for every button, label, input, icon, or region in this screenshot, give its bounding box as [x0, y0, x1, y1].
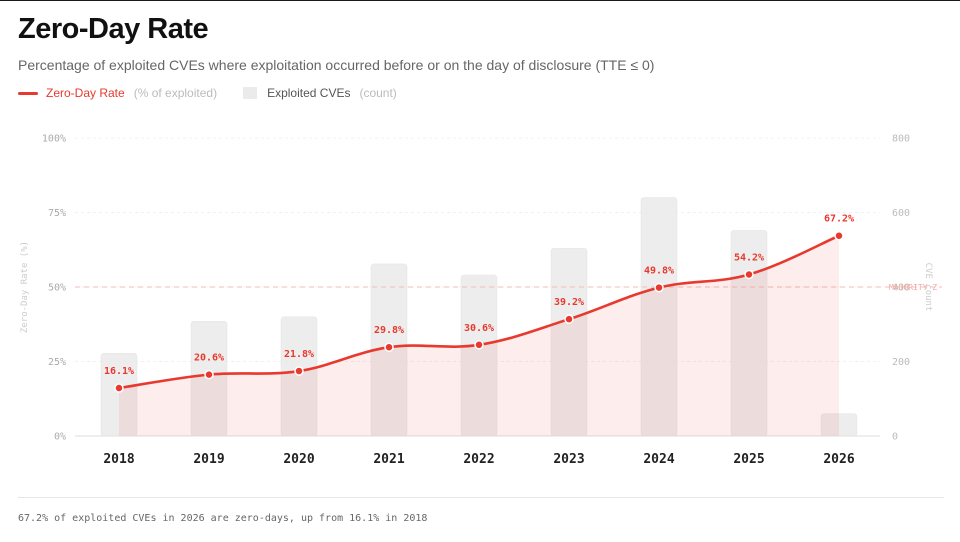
y-left-tick-label: 25% — [48, 357, 66, 368]
y-right-tick-label: 800 — [892, 134, 910, 145]
y-left-tick-label: 0% — [54, 432, 66, 443]
y-left-axis-title: Zero-Day Rate (%) — [20, 241, 30, 333]
y-left-tick-label: 75% — [48, 208, 66, 219]
footer-divider — [18, 497, 944, 498]
cve-count-bar — [820, 413, 858, 437]
x-tick-label: 2023 — [553, 452, 584, 467]
data-label: 67.2% — [824, 214, 854, 225]
legend-item-exploited-cves[interactable]: Exploited CVEs (count) — [243, 86, 397, 100]
legend-line-unit: (% of exploited) — [133, 86, 218, 100]
page-title: Zero-Day Rate — [18, 13, 209, 45]
y-left-tick-label: 50% — [48, 283, 66, 294]
chart-subtitle: Percentage of exploited CVEs where explo… — [18, 57, 655, 73]
data-label: 49.8% — [644, 266, 674, 277]
legend-bar-name: Exploited CVEs — [267, 86, 351, 100]
cve-count-bar — [550, 247, 588, 437]
zero-day-rate-point — [294, 366, 304, 376]
legend-line-name: Zero-Day Rate — [46, 86, 125, 100]
cve-count-bar — [730, 230, 768, 437]
y-right-axis-title: CVE count — [923, 263, 933, 312]
zero-day-rate-point — [384, 342, 394, 352]
y-right-tick-label: 200 — [892, 357, 910, 368]
zero-day-rate-area — [119, 235, 839, 436]
y-right-tick-label: 600 — [892, 208, 910, 219]
zero-day-rate-point — [114, 383, 124, 393]
cve-count-bar — [100, 353, 138, 437]
zero-day-rate-point — [654, 282, 664, 293]
zero-day-rate-point — [204, 369, 214, 380]
data-label: 16.1% — [104, 366, 134, 377]
zero-day-rate-point — [834, 230, 844, 241]
data-label: 20.6% — [194, 353, 224, 364]
data-label: 29.8% — [374, 325, 404, 336]
footer-note: 67.2% of exploited CVEs in 2026 are zero… — [18, 513, 428, 524]
x-tick-label: 2019 — [193, 452, 224, 467]
data-label: 21.8% — [284, 349, 314, 360]
cve-count-bar — [460, 274, 498, 437]
cve-count-bar — [640, 197, 678, 437]
data-label: 54.2% — [734, 252, 764, 263]
x-tick-label: 2020 — [283, 452, 314, 467]
zero-day-rate-point — [564, 314, 574, 324]
x-tick-label: 2025 — [733, 452, 764, 467]
legend-item-zero-day-rate[interactable]: Zero-Day Rate (% of exploited) — [18, 86, 217, 100]
bar-swatch-icon — [243, 87, 258, 99]
x-tick-label: 2021 — [373, 452, 404, 467]
data-label: 39.2% — [554, 297, 584, 308]
legend: Zero-Day Rate (% of exploited) Exploited… — [18, 86, 423, 100]
y-left-tick-label: 100% — [42, 134, 66, 145]
line-swatch-icon — [18, 91, 38, 95]
y-right-tick-label: 0 — [892, 432, 898, 443]
x-tick-label: 2018 — [103, 452, 134, 467]
x-tick-label: 2022 — [463, 452, 494, 467]
x-tick-label: 2024 — [643, 452, 674, 467]
cve-count-bar — [280, 316, 318, 437]
reference-line-label: MAJORITY Z — [889, 283, 937, 292]
zero-day-rate-chart: 100% 75% 50% 25% 0% 800 600 400 200 0 Zero-Day Rat… — [20, 134, 942, 467]
legend-bar-unit: (count) — [359, 86, 397, 100]
data-label: 30.6% — [464, 323, 494, 334]
y-right-tick-label: 400 — [892, 283, 910, 294]
zero-day-rate-point — [474, 340, 484, 350]
x-tick-label: 2026 — [823, 452, 854, 467]
zero-day-rate-point — [744, 269, 754, 280]
